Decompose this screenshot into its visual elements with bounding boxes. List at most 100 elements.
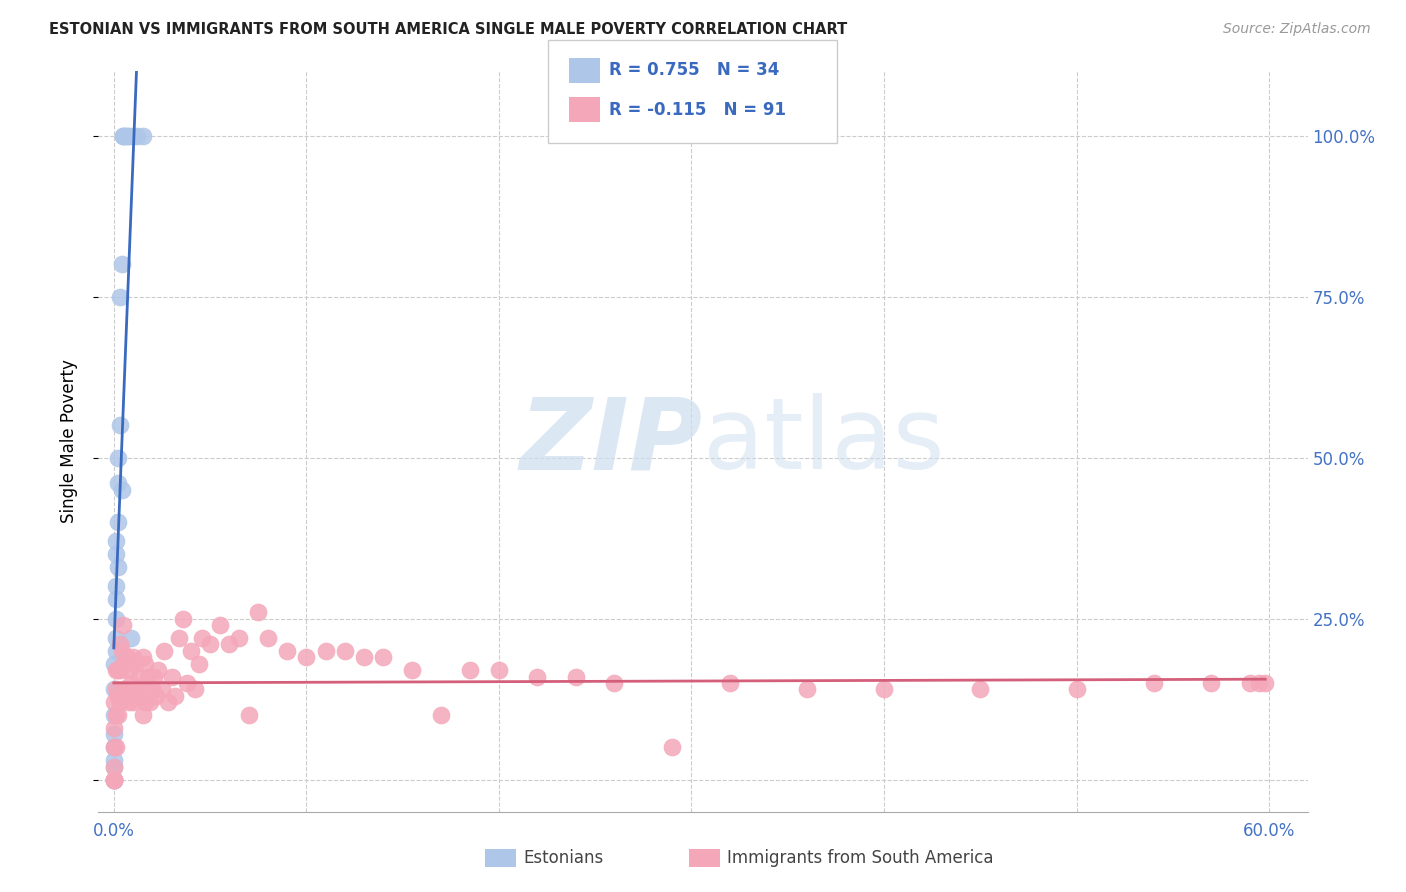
- Point: [969, 682, 991, 697]
- Point: [104, 682, 127, 697]
- Point: [108, 663, 131, 677]
- Point: [103, 759, 125, 773]
- Point: [135, 682, 157, 697]
- Point: [103, 682, 125, 697]
- Point: [103, 740, 125, 755]
- Point: [125, 128, 148, 143]
- Point: [107, 689, 129, 703]
- Point: [104, 534, 127, 549]
- Point: [160, 669, 183, 683]
- Point: [114, 657, 136, 671]
- Point: [117, 128, 139, 143]
- Point: [218, 637, 240, 651]
- Point: [458, 663, 481, 677]
- Point: [169, 631, 191, 645]
- Point: [122, 695, 145, 709]
- Point: [104, 644, 127, 658]
- Point: [873, 682, 896, 697]
- Y-axis label: Single Male Poverty: Single Male Poverty: [59, 359, 77, 524]
- Text: ESTONIAN VS IMMIGRANTS FROM SOUTH AMERICA SINGLE MALE POVERTY CORRELATION CHART: ESTONIAN VS IMMIGRANTS FROM SOUTH AMERIC…: [49, 22, 848, 37]
- Point: [131, 128, 153, 143]
- Point: [117, 682, 139, 697]
- Point: [112, 657, 135, 671]
- Text: atlas: atlas: [703, 393, 945, 490]
- Point: [103, 772, 125, 787]
- Point: [103, 772, 125, 787]
- Point: [165, 689, 187, 703]
- Point: [110, 644, 132, 658]
- Point: [153, 644, 176, 658]
- Point: [108, 290, 131, 304]
- Point: [198, 637, 221, 651]
- Text: ZIP: ZIP: [520, 393, 703, 490]
- Point: [143, 669, 166, 683]
- Point: [114, 689, 136, 703]
- Point: [107, 450, 129, 465]
- Point: [108, 637, 131, 651]
- Point: [353, 650, 375, 665]
- Point: [401, 663, 423, 677]
- Point: [112, 618, 135, 632]
- Point: [112, 128, 135, 143]
- Point: [104, 611, 127, 625]
- Text: Estonians: Estonians: [523, 849, 603, 867]
- Point: [315, 644, 337, 658]
- Point: [117, 650, 139, 665]
- Point: [134, 695, 156, 709]
- Point: [118, 695, 141, 709]
- Point: [103, 695, 125, 709]
- Point: [103, 708, 125, 723]
- Point: [124, 689, 146, 703]
- Point: [603, 676, 626, 690]
- Text: Immigrants from South America: Immigrants from South America: [727, 849, 994, 867]
- Point: [104, 592, 127, 607]
- Point: [103, 727, 125, 741]
- Point: [103, 772, 125, 787]
- Point: [104, 740, 127, 755]
- Point: [796, 682, 818, 697]
- Point: [145, 689, 167, 703]
- Point: [1201, 676, 1223, 690]
- Point: [176, 676, 198, 690]
- Point: [1254, 676, 1277, 690]
- Point: [430, 708, 453, 723]
- Point: [172, 611, 194, 625]
- Point: [129, 689, 152, 703]
- Point: [103, 721, 125, 735]
- Point: [373, 650, 395, 665]
- Point: [103, 759, 125, 773]
- Point: [118, 128, 141, 143]
- Point: [295, 650, 318, 665]
- Point: [110, 258, 132, 272]
- Point: [526, 669, 548, 683]
- Point: [228, 631, 250, 645]
- Point: [103, 772, 125, 787]
- Point: [125, 682, 148, 697]
- Point: [107, 515, 129, 529]
- Point: [238, 708, 260, 723]
- Point: [110, 689, 132, 703]
- Point: [124, 657, 146, 671]
- Point: [150, 682, 173, 697]
- Point: [718, 676, 741, 690]
- Point: [107, 560, 129, 574]
- Point: [104, 708, 127, 723]
- Point: [104, 631, 127, 645]
- Point: [128, 669, 150, 683]
- Point: [103, 740, 125, 755]
- Point: [103, 753, 125, 767]
- Point: [141, 682, 163, 697]
- Point: [257, 631, 280, 645]
- Point: [112, 682, 135, 697]
- Point: [103, 772, 125, 787]
- Point: [112, 128, 135, 143]
- Point: [103, 657, 125, 671]
- Point: [333, 644, 356, 658]
- Point: [661, 740, 683, 755]
- Point: [107, 663, 129, 677]
- Point: [1249, 676, 1271, 690]
- Point: [208, 618, 231, 632]
- Point: [103, 772, 125, 787]
- Point: [183, 682, 205, 697]
- Point: [156, 695, 179, 709]
